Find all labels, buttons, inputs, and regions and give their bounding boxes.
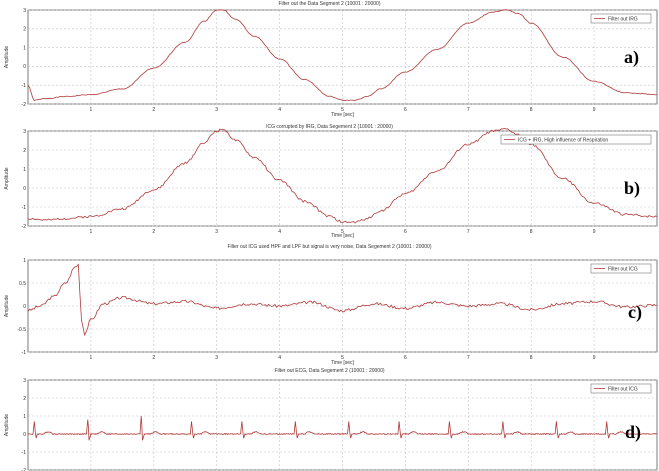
x-tick-label: 6: [404, 229, 407, 235]
x-tick-label: 4: [278, 355, 281, 361]
x-tick-label: 3: [215, 355, 218, 361]
legend-box: [500, 134, 652, 145]
x-tick-label: 1: [90, 107, 93, 113]
x-tick-label: 2: [152, 355, 155, 361]
x-tick-label: 9: [593, 355, 596, 361]
x-axis-label: Time [sec]: [331, 360, 354, 366]
chart-panel-a: 1 2 3 4 5 6 7 8 9 -2 -1 0 1 2 3 Amplitude Time [sec] Filt…: [4, 8, 658, 118]
y-tick-label: 3: [23, 129, 26, 135]
x-tick-label: 8: [530, 107, 533, 113]
x-tick-label: 3: [215, 229, 218, 235]
series-line: [27, 263, 658, 337]
y-axis-label: Amplitude: [4, 414, 10, 436]
y-tick-label: 0: [23, 432, 26, 438]
y-tick-label: -1: [22, 450, 27, 456]
y-axis-label: Amplitude: [4, 46, 10, 68]
legend-box: [590, 263, 652, 274]
x-axis-label: Time [sec]: [331, 233, 354, 239]
x-tick-label: 6: [404, 355, 407, 361]
x-tick-label: 2: [152, 107, 155, 113]
chart-panel-c: 1 2 3 4 5 6 7 8 9 -1 -0.5 0 0.5 1 Amplitude Time [sec] F…: [4, 258, 658, 366]
chart-panel-d: -2 -1 0 1 2 3 Amplitude Filter out ICG: [4, 378, 658, 471]
series-line: [27, 9, 658, 102]
y-tick-label: 0: [23, 64, 26, 70]
panel-b: ICG corrupted by IRG, Data Segement 2 (1…: [0, 120, 659, 240]
x-tick-label: 5: [341, 107, 344, 113]
panel-a-title: Filter out the Data Segment 2 (10001 : 2…: [278, 1, 381, 7]
y-tick-label: -2: [22, 468, 27, 471]
x-tick-label: 4: [278, 107, 281, 113]
y-tick-label: -1: [22, 350, 27, 356]
x-tick-label: 2: [152, 229, 155, 235]
x-tick-label: 5: [341, 229, 344, 235]
x-tick-label: 6: [404, 107, 407, 113]
y-tick-label: 2: [23, 396, 26, 402]
y-axis-label: Amplitude: [4, 295, 10, 317]
legend-entry: Filter out IRG: [608, 17, 638, 23]
legend-entry: Filter out ICG: [608, 387, 638, 393]
y-tick-label: -2: [22, 224, 27, 230]
x-tick-label: 1: [90, 355, 93, 361]
x-tick-label: 3: [215, 107, 218, 113]
x-axis-label: Time [sec]: [331, 112, 354, 118]
y-tick-label: 1: [23, 414, 26, 420]
y-tick-label: 0.5: [19, 281, 26, 287]
y-tick-label: 1: [23, 45, 26, 51]
series-line: [27, 415, 658, 441]
x-tick-label: 8: [530, 355, 533, 361]
x-tick-label: 9: [593, 107, 596, 113]
x-tick-label: 7: [467, 229, 470, 235]
chart-panel-b: 1 2 3 4 5 6 7 8 9 -2 -1 0 1 2 3 Amplitude Time [sec] ICG …: [4, 127, 658, 239]
legend-box: [590, 13, 652, 24]
panel-a-label: a): [624, 47, 639, 67]
y-tick-label: -0.5: [17, 327, 26, 333]
y-tick-label: 2: [23, 148, 26, 154]
series-line: [27, 127, 658, 224]
legend-box: [590, 383, 652, 394]
panel-b-title: ICG corrupted by IRG, Data Segement 2 (1…: [266, 124, 393, 130]
x-tick-label: 9: [593, 229, 596, 235]
y-tick-label: 2: [23, 27, 26, 33]
y-tick-label: -2: [22, 102, 27, 108]
y-tick-label: 1: [23, 167, 26, 173]
panel-c-label: c): [628, 302, 642, 322]
x-tick-label: 1: [90, 229, 93, 235]
y-tick-label: -1: [22, 205, 27, 211]
plot-frame: [27, 130, 658, 227]
x-tick-label: 5: [341, 355, 344, 361]
panel-b-label: b): [624, 178, 641, 198]
x-tick-label: 7: [467, 355, 470, 361]
x-tick-label: 4: [278, 229, 281, 235]
legend-entry: Filter out ICG: [608, 267, 638, 273]
y-tick-label: 1: [23, 258, 26, 264]
panel-c: Filter out ICG used HPF and LPF but sign…: [0, 240, 659, 370]
y-tick-label: 0: [23, 186, 26, 192]
x-tick-label: 7: [467, 107, 470, 113]
panel-a: Filter out the Data Segment 2 (10001 : 2…: [0, 0, 659, 120]
y-axis-label: Amplitude: [4, 167, 10, 189]
y-tick-label: -1: [22, 83, 27, 89]
x-tick-label: 8: [530, 229, 533, 235]
y-tick-label: 3: [23, 8, 26, 14]
legend-entry: ICG + IRG, High influence of Respiration: [518, 138, 608, 144]
panel-c-title: Filter out ICG used HPF and LPF but sign…: [227, 244, 432, 250]
panel-d: Filter out ECG, Data Segement 2 (10001 :…: [0, 368, 659, 471]
panel-d-title: Filter out ECG, Data Segement 2 (10001 :…: [274, 368, 385, 374]
plot-frame: [27, 9, 658, 105]
panel-d-label: d): [625, 422, 642, 442]
y-tick-label: 3: [23, 378, 26, 384]
y-tick-label: 0: [23, 304, 26, 310]
